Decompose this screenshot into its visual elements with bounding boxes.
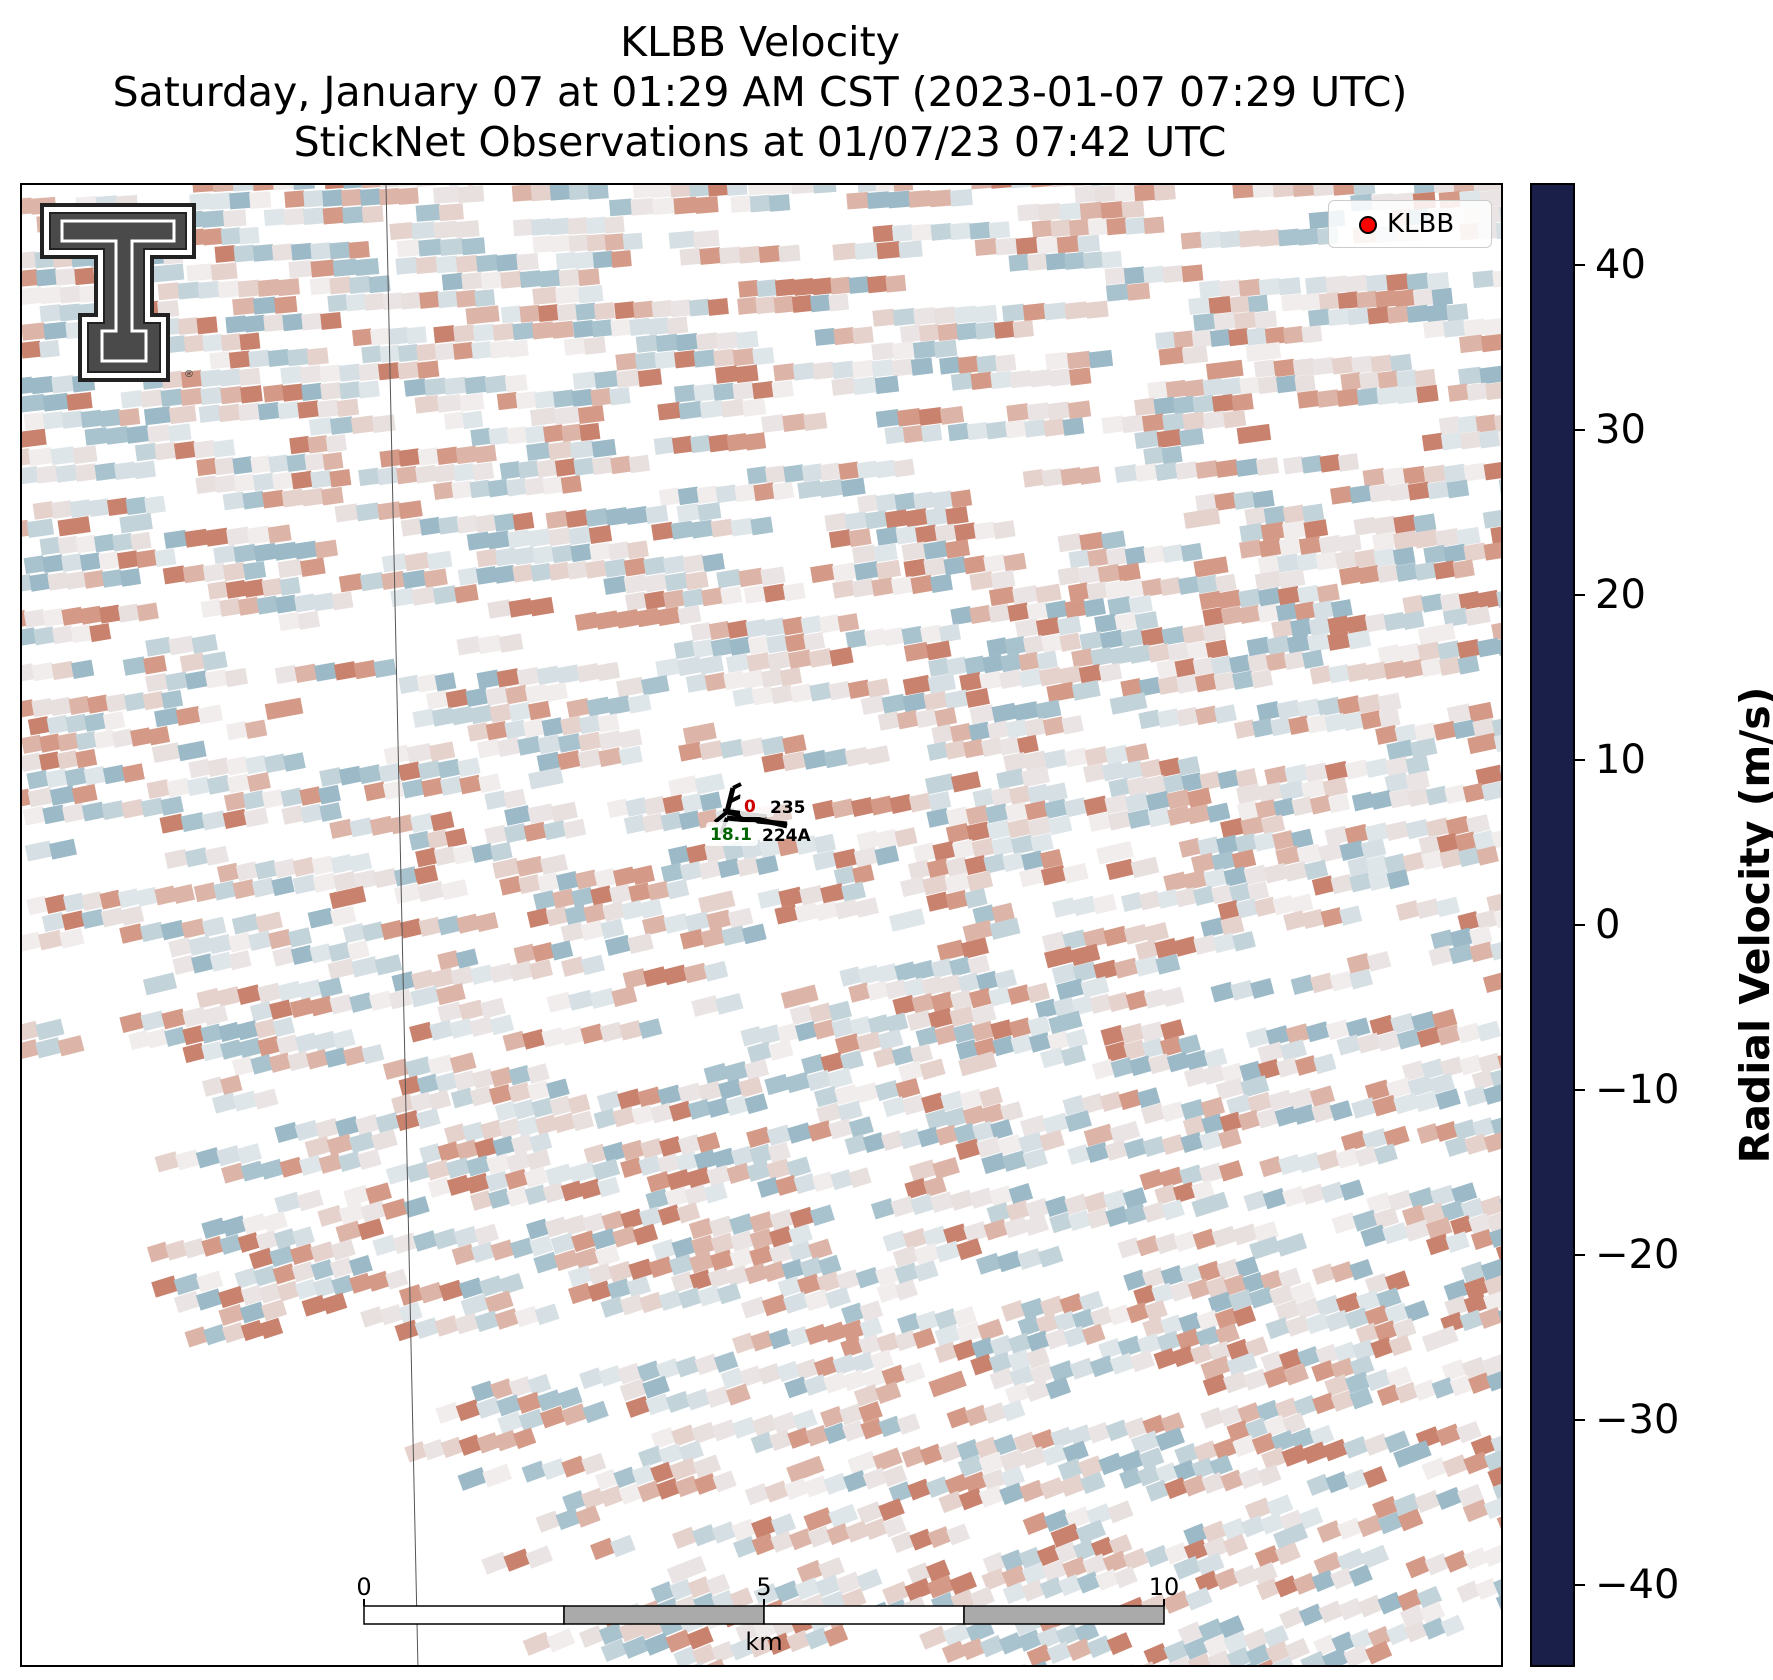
- stations-layer: 0 235 18.1 224A: [706, 782, 811, 846]
- radar-velocity-field: ® 0 235 18.1 224A: [22, 185, 1501, 1665]
- station-value-235: 0: [744, 797, 756, 817]
- colorbar-tick-label: 30: [1595, 407, 1646, 454]
- colorbar-tick-label: −30: [1595, 1396, 1680, 1443]
- radar-map[interactable]: ® 0 235 18.1 224A: [20, 183, 1503, 1667]
- colorbar-tick-mark: [1575, 924, 1585, 926]
- scale-tick-5: 5: [756, 1573, 771, 1601]
- colorbar-title: Radial Velocity (m/s): [1731, 686, 1773, 1164]
- scale-bar: 0 5 10 km: [356, 1573, 1179, 1656]
- colorbar-tick-mark: [1575, 264, 1585, 267]
- station-label-235: 235: [770, 798, 806, 818]
- colorbar-tick-mark: [1575, 1583, 1585, 1586]
- colorbar-tick-label: 0: [1595, 902, 1621, 948]
- colorbar-tick-label: −20: [1595, 1231, 1680, 1278]
- colorbar-tick-mark: [1575, 1418, 1585, 1421]
- station-label-224A: 224A: [762, 826, 811, 846]
- scale-tick-10: 10: [1149, 1573, 1180, 1601]
- map-legend: KLBB: [1328, 200, 1492, 248]
- colorbar-tick-label: −10: [1595, 1066, 1680, 1113]
- radar-gates: [22, 185, 1501, 1665]
- map-subtitle-time: Saturday, January 07 at 01:29 AM CST (20…: [112, 68, 1408, 116]
- map-subtitle-obs: StickNet Observations at 01/07/23 07:42 …: [293, 118, 1227, 166]
- velocity-colorbar: [1530, 183, 1575, 1667]
- texas-tech-logo: ®: [40, 203, 196, 382]
- colorbar-tick-label: 20: [1595, 572, 1646, 619]
- scale-unit: km: [745, 1628, 782, 1656]
- klbb-marker-icon: [1359, 216, 1377, 234]
- scale-tick-0: 0: [356, 1573, 371, 1601]
- map-title: KLBB Velocity: [620, 18, 900, 66]
- colorbar-tick-label: 40: [1595, 242, 1646, 289]
- colorbar-tick-mark: [1575, 594, 1585, 597]
- colorbar-tick-label: 10: [1595, 737, 1646, 784]
- station-value-224A: 18.1: [710, 825, 752, 845]
- colorbar-tick-mark: [1575, 1088, 1585, 1091]
- colorbar-tick-mark: [1575, 429, 1585, 432]
- colorbar-tick-label: −40: [1595, 1561, 1680, 1608]
- county-boundary: [385, 185, 419, 1665]
- svg-text:®: ®: [184, 369, 194, 380]
- legend-label: KLBB: [1387, 209, 1455, 239]
- colorbar-tick-mark: [1575, 759, 1585, 762]
- colorbar-tick-mark: [1575, 1253, 1585, 1256]
